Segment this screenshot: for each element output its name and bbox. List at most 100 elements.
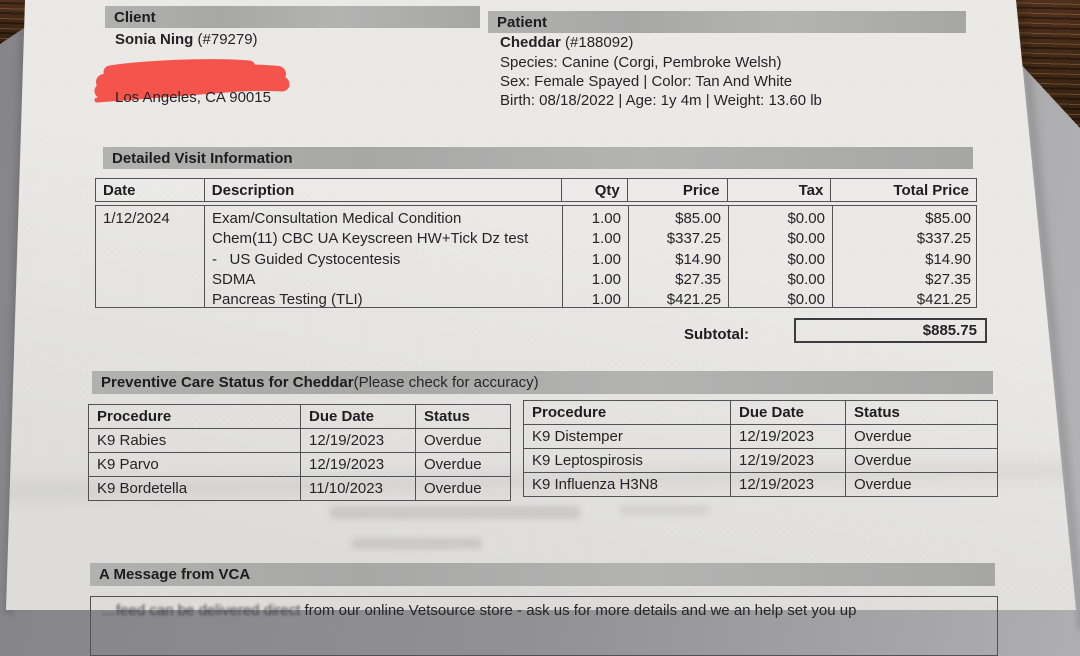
- ink-bleedthrough: [330, 506, 580, 519]
- patient-name-line: Cheddar (#188092): [500, 34, 633, 51]
- vca-message-text: from our online Vetsource store - ask us…: [304, 602, 857, 619]
- visit-description-column: Exam/Consultation Medical Condition Chem…: [204, 206, 562, 309]
- line-item-price: $85.00: [675, 210, 721, 227]
- patient-id: (#188092): [560, 34, 634, 51]
- visit-qty-column: 1.00 1.00 1.00 1.00 1.00: [562, 206, 628, 309]
- line-item-qty: 1.00: [591, 210, 621, 227]
- preventive-section-note: (Please check for accuracy): [353, 374, 539, 391]
- preventive-row: K9 Leptospirosis 12/19/2023 Overdue: [523, 448, 998, 473]
- line-item-price: $27.35: [675, 270, 721, 288]
- visit-table-body: 1/12/2024 Exam/Consultation Medical Cond…: [95, 205, 977, 308]
- line-item-total: $85.00: [925, 210, 971, 227]
- procedure-status: Overdue: [415, 428, 511, 453]
- patient-species-line: Species: Canine (Corgi, Pembroke Welsh): [500, 54, 782, 71]
- preventive-section-title: Preventive Care Status for Cheddar: [101, 374, 354, 391]
- line-item-description: Exam/Consultation Medical Condition: [212, 210, 462, 227]
- visit-tax-column: $0.00 $0.00 $0.00 $0.00 $0.00: [728, 206, 832, 309]
- patient-section-title: Patient: [497, 13, 548, 31]
- subtotal-value-box: $885.75: [794, 318, 987, 343]
- preventive-row: K9 Distemper 12/19/2023 Overdue: [523, 424, 998, 449]
- preventive-table-right: Procedure Due Date Status K9 Distemper 1…: [523, 400, 998, 497]
- client-name: Sonia Ning: [115, 31, 194, 48]
- line-item-price: $14.90: [675, 250, 721, 268]
- column-header-price: Price: [626, 179, 727, 201]
- redaction-scribble: [94, 59, 290, 103]
- line-item-tax: $0.00: [787, 250, 825, 268]
- column-header-tax: Tax: [726, 179, 831, 201]
- client-city-line: Los Angeles, CA 90015: [115, 89, 271, 106]
- preventive-table-left: Procedure Due Date Status K9 Rabies 12/1…: [88, 404, 511, 501]
- invoice-paper: [6, 0, 1076, 610]
- client-name-line: Sonia Ning (#79279): [115, 31, 258, 48]
- procedure-name: K9 Distemper: [523, 424, 731, 449]
- preventive-col-due-date: Due Date: [300, 404, 416, 429]
- line-item-description: Chem(11) CBC UA Keyscreen HW+Tick Dz tes…: [212, 230, 529, 248]
- visit-price-column: $85.00 $337.25 $14.90 $27.35 $421.25: [628, 206, 728, 309]
- vca-message-text-blurred: …feed can be delivered direct: [101, 602, 305, 619]
- patient-name: Cheddar: [500, 34, 561, 51]
- client-section-bar: Client: [105, 6, 480, 28]
- procedure-name: K9 Parvo: [88, 452, 301, 477]
- procedure-status: Overdue: [845, 448, 998, 473]
- preventive-col-procedure: Procedure: [523, 400, 731, 425]
- procedure-name: K9 Rabies: [88, 428, 301, 453]
- line-item-tax: $0.00: [787, 291, 825, 309]
- invoice-content: Client Sonia Ning (#79279) 1 Los Angeles…: [88, 6, 998, 656]
- patient-section-bar: Patient: [488, 11, 966, 33]
- line-item-total: $421.25: [916, 291, 971, 309]
- line-item-description: SDMA: [212, 270, 256, 288]
- line-item-qty: 1.00: [591, 291, 621, 309]
- procedure-status: Overdue: [845, 472, 998, 497]
- procedure-due-date: 11/10/2023: [300, 476, 416, 501]
- vca-message-title: A Message from VCA: [99, 566, 251, 583]
- procedure-name: K9 Leptospirosis: [523, 448, 731, 473]
- procedure-status: Overdue: [415, 452, 511, 477]
- patient-birth-line: Birth: 08/18/2022 | Age: 1y 4m | Weight:…: [500, 92, 822, 109]
- visit-table-header: Date Description Qty Price Tax Total Pri…: [95, 178, 977, 202]
- procedure-due-date: 12/19/2023: [730, 448, 846, 473]
- procedure-status: Overdue: [415, 476, 511, 501]
- line-item-tax: $0.00: [787, 270, 825, 288]
- preventive-row: K9 Bordetella 11/10/2023 Overdue: [88, 476, 511, 501]
- ink-bleedthrough: [620, 505, 710, 515]
- preventive-row: K9 Parvo 12/19/2023 Overdue: [88, 452, 511, 477]
- preventive-col-status: Status: [415, 404, 511, 429]
- procedure-due-date: 12/19/2023: [730, 472, 846, 497]
- procedure-due-date: 12/19/2023: [300, 452, 416, 477]
- line-item-price: $337.25: [666, 230, 721, 248]
- visit-date-column: 1/12/2024: [96, 206, 204, 307]
- ink-bleedthrough: [352, 538, 482, 549]
- visit-section-bar: Detailed Visit Information: [103, 147, 973, 169]
- subtotal-label: Subtotal:: [684, 326, 749, 343]
- visit-total-column: $85.00 $337.25 $14.90 $27.35 $421.25: [832, 206, 978, 309]
- patient-sex-color-line: Sex: Female Spayed | Color: Tan And Whit…: [500, 73, 793, 90]
- line-item-qty: 1.00: [591, 270, 621, 288]
- line-item-tax: $0.00: [787, 210, 825, 227]
- visit-date: 1/12/2024: [103, 210, 170, 227]
- line-item-tax: $0.00: [787, 230, 825, 248]
- procedure-due-date: 12/19/2023: [300, 428, 416, 453]
- line-item-price: $421.25: [666, 291, 721, 309]
- visit-section-title: Detailed Visit Information: [112, 149, 293, 167]
- column-header-date: Date: [103, 181, 136, 199]
- preventive-section-bar: Preventive Care Status for Cheddar (Plea…: [92, 371, 993, 394]
- preventive-row: K9 Rabies 12/19/2023 Overdue: [88, 428, 511, 453]
- procedure-name: K9 Influenza H3N8: [523, 472, 731, 497]
- client-section-title: Client: [114, 8, 156, 26]
- line-item-description: Pancreas Testing (TLI): [212, 291, 363, 309]
- line-item-total: $337.25: [916, 230, 971, 248]
- preventive-col-status: Status: [845, 400, 998, 425]
- preventive-col-due-date: Due Date: [730, 400, 846, 425]
- subtotal-value: $885.75: [922, 322, 977, 339]
- client-id: (#79279): [193, 31, 258, 48]
- column-header-total-price: Total Price: [830, 179, 976, 201]
- column-header-description: Description: [203, 179, 561, 201]
- line-item-total: $14.90: [925, 250, 971, 268]
- vca-message-box: …feed can be delivered direct from our o…: [90, 596, 998, 656]
- procedure-status: Overdue: [845, 424, 998, 449]
- line-item-qty: 1.00: [591, 230, 621, 248]
- line-item-total: $27.35: [925, 270, 971, 288]
- preventive-col-procedure: Procedure: [88, 404, 301, 429]
- column-header-qty: Qty: [560, 179, 627, 201]
